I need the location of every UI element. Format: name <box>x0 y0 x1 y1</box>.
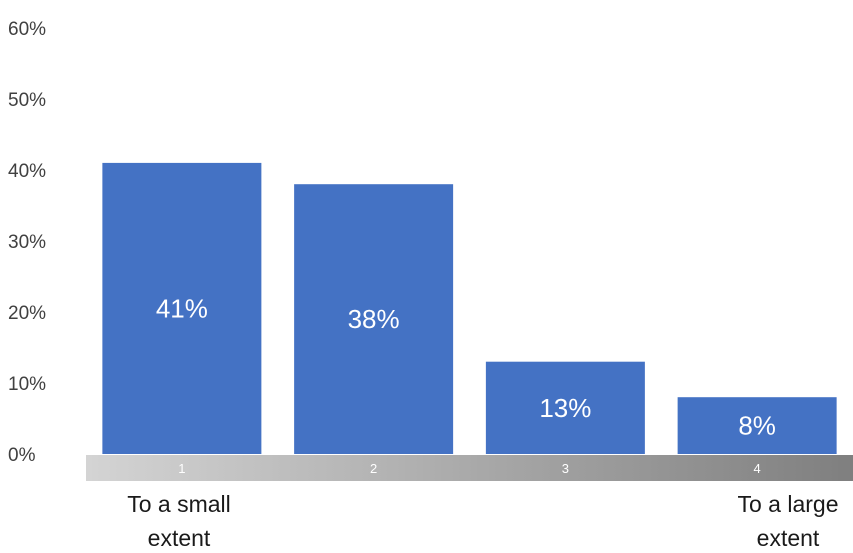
y-tick-label: 40% <box>8 161 46 182</box>
left-end-label-line-1: To a small <box>127 491 231 517</box>
bar-value-label: 13% <box>539 393 591 423</box>
bar-value-label: 38% <box>348 304 400 334</box>
scale-end-labels: To a small extent To a large extent <box>127 491 838 551</box>
y-tick-label: 30% <box>8 232 46 253</box>
y-tick-label: 20% <box>8 303 46 324</box>
y-tick-label: 50% <box>8 90 46 111</box>
x-axis-tick-labels: 1 2 3 4 <box>178 461 760 476</box>
bars <box>102 162 837 454</box>
bar-value-label: 41% <box>156 293 208 323</box>
x-tick-label: 4 <box>754 461 761 476</box>
x-tick-label: 1 <box>178 461 185 476</box>
scale-gradient-strip <box>86 455 853 481</box>
bar <box>677 397 837 454</box>
y-tick-label: 60% <box>8 19 46 40</box>
y-tick-label: 10% <box>8 374 46 395</box>
y-axis-tick-labels: 0% 10% 20% 30% 40% 50% 60% <box>8 19 46 466</box>
bar-value-labels: 41% 38% 13% 8% <box>156 293 776 440</box>
left-end-label-line-2: extent <box>148 525 211 551</box>
bar-value-label: 8% <box>738 411 776 441</box>
x-tick-label: 2 <box>370 461 377 476</box>
y-tick-label: 0% <box>8 445 36 466</box>
bar <box>102 162 262 454</box>
right-end-label-line-2: extent <box>757 525 820 551</box>
bar <box>294 184 454 454</box>
right-end-label-line-1: To a large <box>737 491 838 517</box>
x-tick-label: 3 <box>562 461 569 476</box>
bar <box>485 361 645 454</box>
